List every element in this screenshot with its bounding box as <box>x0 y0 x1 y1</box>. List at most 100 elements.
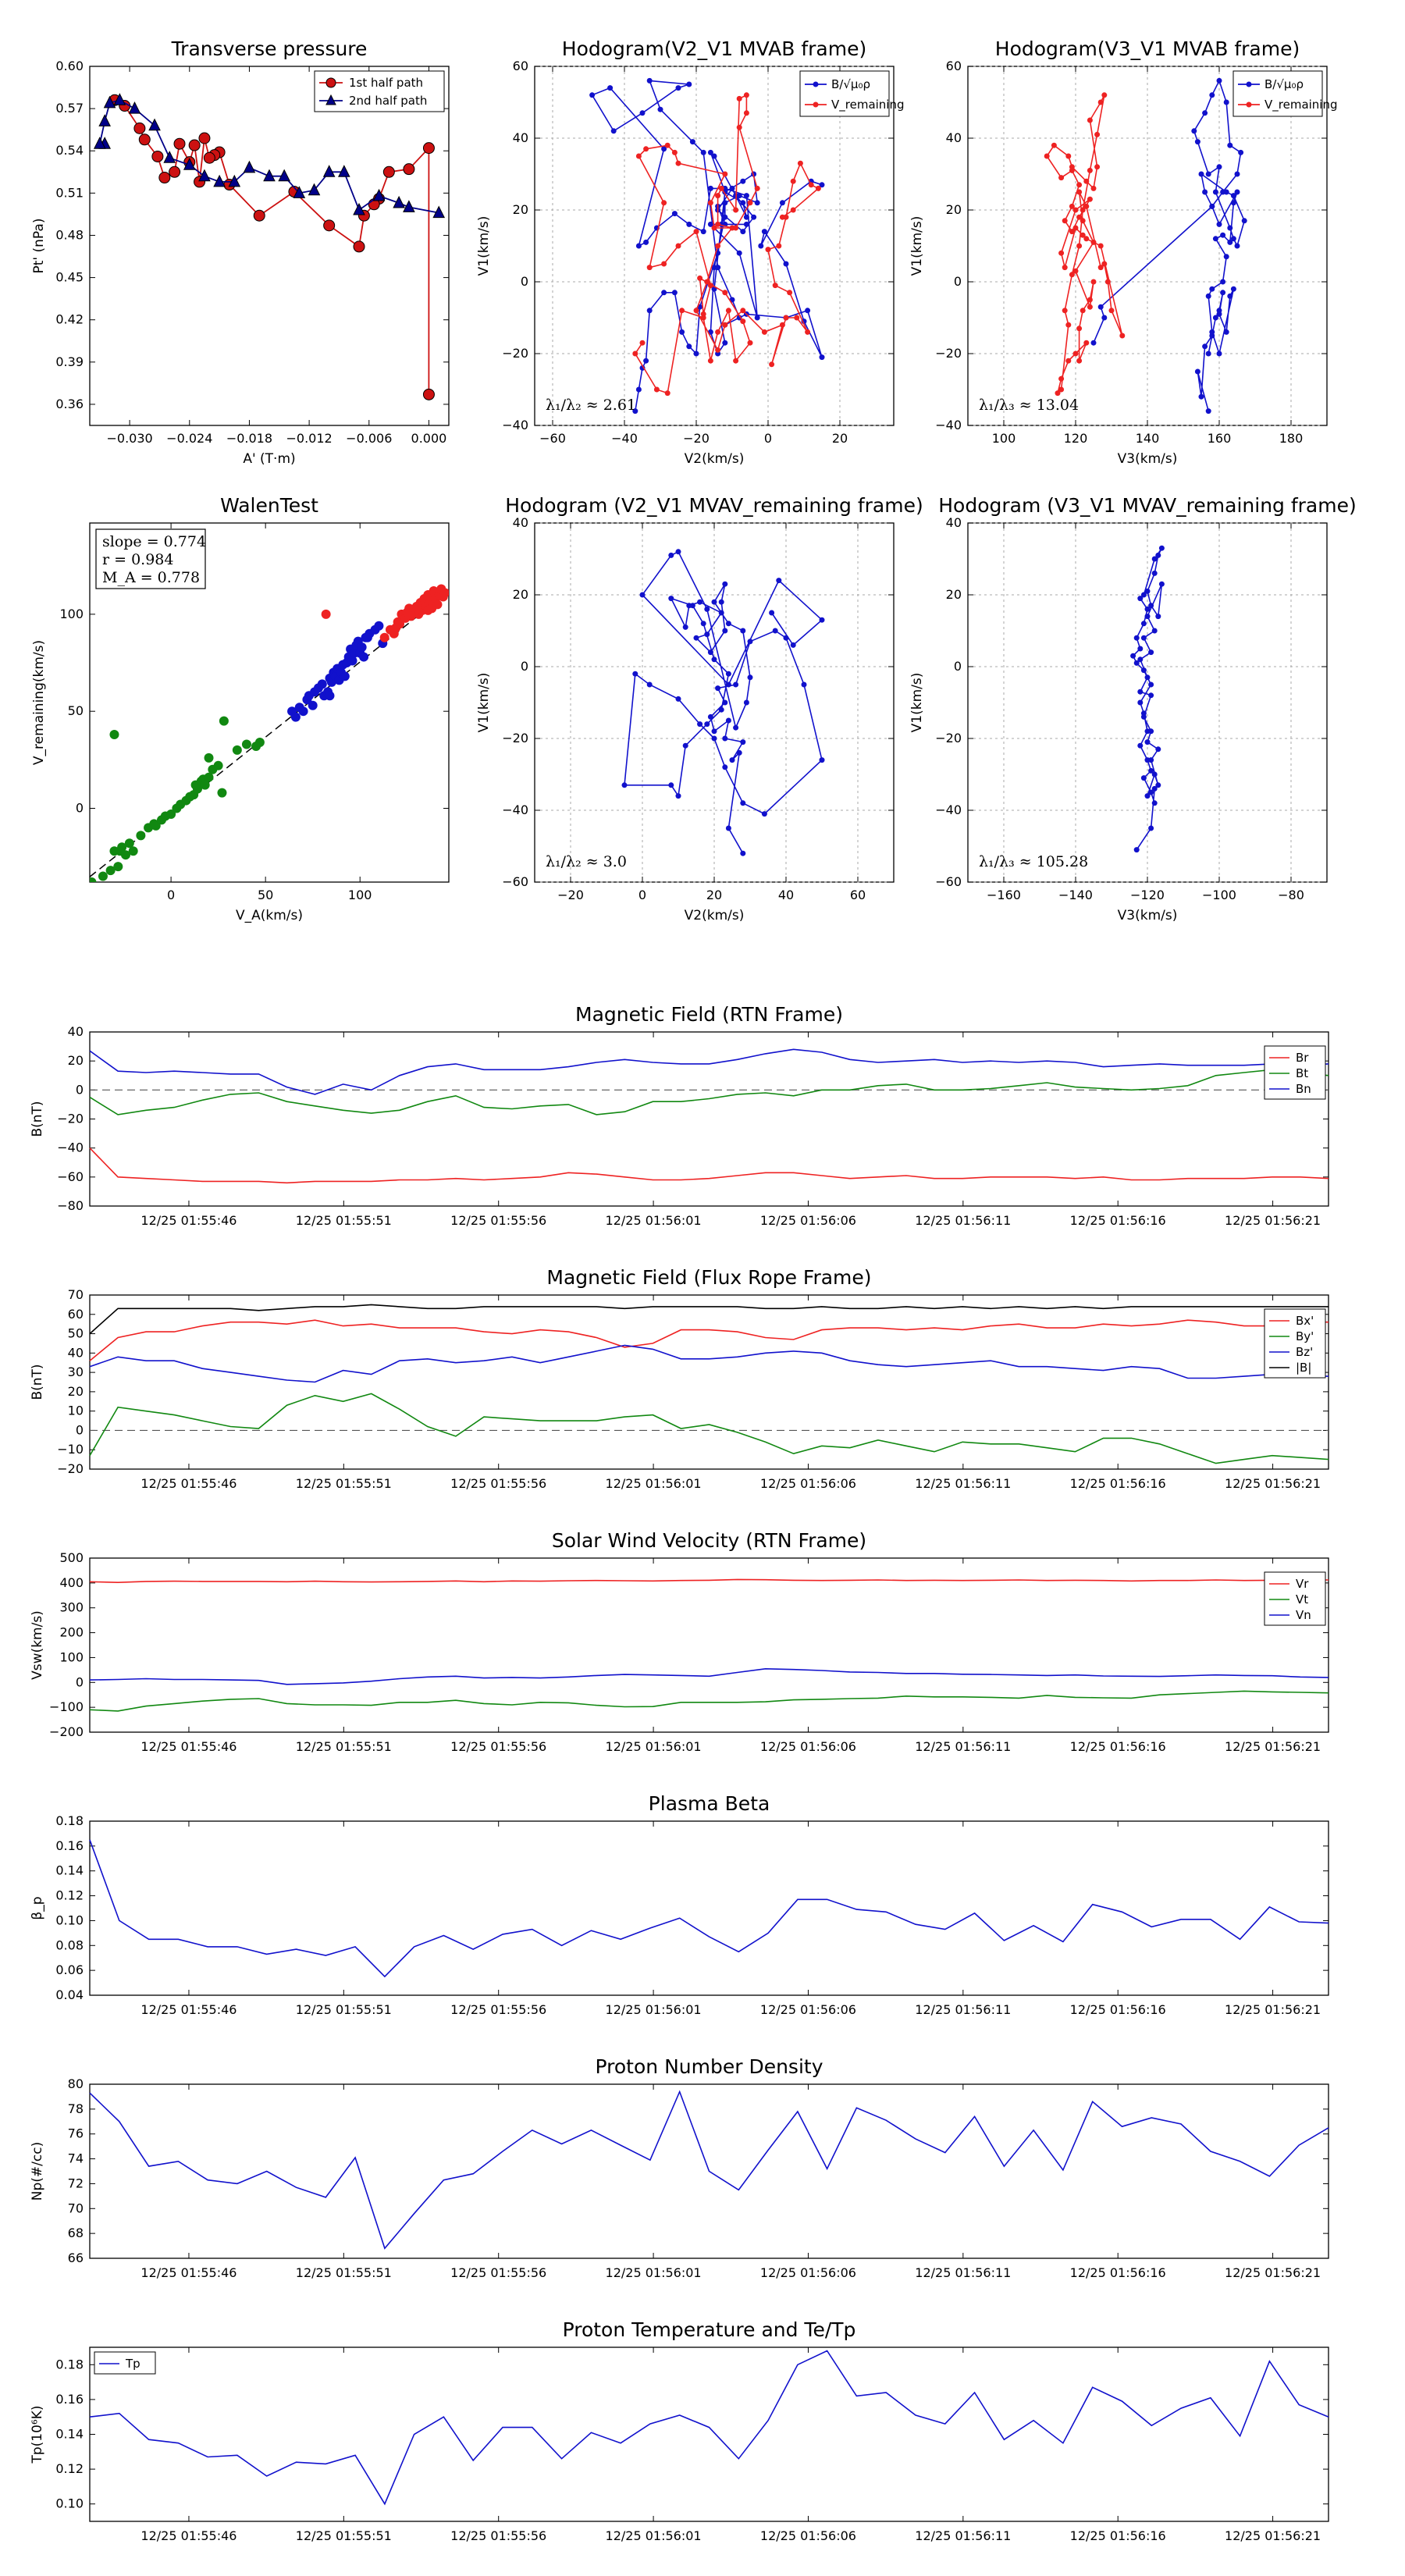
data-point <box>671 211 678 217</box>
chart-hodoB_3: Hodogram(V3_V1 MVAB frame) 100 120 140 160 18… <box>909 37 1338 467</box>
data-point <box>1158 545 1165 551</box>
x-tick-label: 12/25 01:56:16 <box>1070 2528 1166 2543</box>
data-point <box>1144 728 1151 735</box>
data-point <box>1198 171 1204 177</box>
data-point <box>729 225 735 231</box>
series-line <box>89 1344 1329 1383</box>
data-point <box>1151 771 1158 777</box>
data-point <box>754 315 760 321</box>
data-point <box>747 639 753 645</box>
data-point <box>733 358 739 364</box>
y-tick-label: 0 <box>521 274 528 289</box>
data-point <box>1058 386 1065 393</box>
x-tick-label: 12/25 01:55:51 <box>296 2528 392 2543</box>
data-point <box>1080 232 1086 238</box>
legend-label: Br <box>1296 1051 1309 1065</box>
data-point <box>382 165 395 178</box>
data-point <box>1076 214 1083 220</box>
data-point <box>646 265 653 271</box>
y-tick-label: −20 <box>935 346 962 361</box>
x-tick-label: −140 <box>1058 888 1093 902</box>
stats-box <box>95 528 206 589</box>
data-point <box>815 185 821 191</box>
x-tick-label: 0 <box>764 431 772 446</box>
data-point <box>632 408 638 415</box>
data-point <box>819 617 825 623</box>
data-point <box>722 171 728 177</box>
y-tick-label: 66 <box>68 2250 84 2265</box>
series-line <box>89 2090 1329 2250</box>
data-point <box>158 172 171 184</box>
x-tick-label: 12/25 01:55:46 <box>140 2265 237 2280</box>
y-tick-label: 78 <box>68 2101 84 2116</box>
data-point <box>1137 688 1144 695</box>
legend-label: Vn <box>1296 1608 1311 1622</box>
y-axis-label: V1(km/s) <box>909 216 925 276</box>
data-point <box>1220 290 1226 296</box>
data-point <box>747 200 753 206</box>
data-point <box>1140 621 1147 627</box>
x-tick-label: −120 <box>1130 888 1165 902</box>
data-point <box>253 209 265 222</box>
legend-label: Bx' <box>1296 1314 1314 1328</box>
legend-box <box>1232 70 1323 117</box>
data-point <box>819 757 825 763</box>
data-point <box>646 308 653 314</box>
series-line <box>89 1304 1329 1335</box>
data-point <box>657 106 663 112</box>
data-point <box>697 721 703 728</box>
legend-box <box>94 2351 156 2375</box>
data-point <box>736 749 742 756</box>
data-point <box>693 350 699 357</box>
x-tick-label: 12/25 01:56:06 <box>760 2265 856 2280</box>
x-tick-label: 12/25 01:55:56 <box>450 2265 546 2280</box>
data-point <box>715 347 721 353</box>
data-point <box>1148 692 1154 699</box>
data-point <box>1101 315 1108 321</box>
data-point <box>1104 279 1111 285</box>
plot-area <box>1044 77 1247 415</box>
y-tick-label: 0 <box>954 274 962 289</box>
scatter-point <box>402 607 412 617</box>
data-point <box>747 674 753 681</box>
data-point <box>163 151 176 163</box>
data-point <box>700 621 706 627</box>
data-point <box>1137 646 1144 652</box>
y-tick-label: 0.16 <box>55 2392 84 2407</box>
data-point <box>1155 552 1161 558</box>
x-tick-label: 12/25 01:56:16 <box>1070 2002 1166 2017</box>
data-point <box>1151 628 1158 634</box>
x-tick-label: 12/25 01:56:06 <box>760 1213 856 1228</box>
x-tick-label: −0.018 <box>226 431 272 446</box>
data-point <box>1090 279 1097 285</box>
scatter-point <box>298 706 308 717</box>
x-tick-label: 12/25 01:56:21 <box>1225 2002 1321 2017</box>
data-point <box>228 174 241 187</box>
data-point <box>173 137 186 150</box>
data-point <box>1148 767 1154 774</box>
y-tick-label: 0.36 <box>55 397 84 411</box>
y-tick-label: 20 <box>513 202 528 217</box>
data-point <box>743 92 749 98</box>
data-point <box>1083 236 1090 242</box>
data-point <box>1055 390 1061 397</box>
x-tick-label: 12/25 01:55:56 <box>450 1476 546 1491</box>
y-tick-label: −40 <box>935 802 962 817</box>
x-tick-label: −0.030 <box>107 431 153 446</box>
data-point <box>621 782 628 788</box>
data-point <box>422 142 435 155</box>
scatter-point <box>374 621 384 631</box>
scatter-point <box>128 846 138 856</box>
data-point <box>704 279 710 285</box>
data-point <box>779 322 785 328</box>
data-point <box>169 165 181 178</box>
x-tick-label: 12/25 01:56:11 <box>915 2265 1011 2280</box>
x-tick-label: 12/25 01:56:21 <box>1225 2265 1321 2280</box>
data-point <box>707 221 713 227</box>
data-point <box>722 214 728 220</box>
data-point <box>1144 614 1151 620</box>
x-tick-label: 12/25 01:56:01 <box>606 2002 702 2017</box>
chart-title: Plasma Beta <box>649 1792 770 1815</box>
data-point <box>769 610 775 616</box>
